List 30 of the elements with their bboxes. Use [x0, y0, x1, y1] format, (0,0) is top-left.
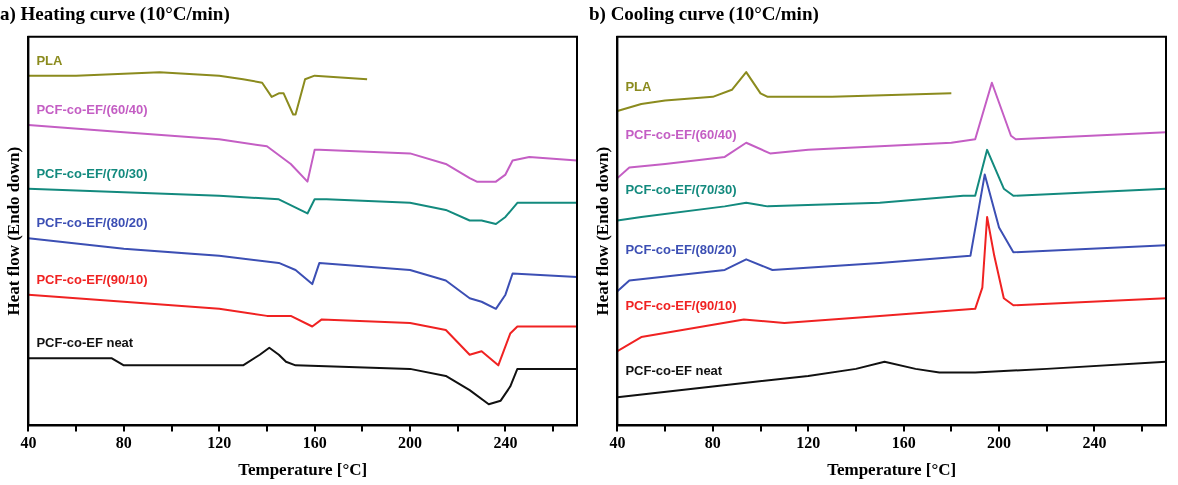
series-label: PCF-co-EF neat: [36, 335, 134, 351]
x-tick-label: 80: [704, 434, 721, 452]
series-label: PCF-co-EF/(80/20): [36, 215, 148, 231]
x-tick-label: 200: [398, 434, 423, 452]
x-tick-label: 40: [609, 434, 626, 452]
series-label: PCF-co-EF neat: [625, 362, 723, 378]
x-tick-label: 160: [891, 434, 916, 452]
x-axis-title: Temperature [°C]: [827, 460, 957, 480]
series-label: PCF-co-EF/(70/30): [36, 165, 148, 181]
x-tick-label: 160: [302, 434, 327, 452]
series-label: PCF-co-EF/(70/30): [625, 181, 737, 197]
series-label: PLA: [36, 52, 64, 68]
x-axis-title: Temperature [°C]: [238, 460, 368, 480]
x-tick-label: 240: [493, 434, 518, 452]
series-label: PCF-co-EF/(60/40): [625, 126, 737, 142]
x-tick-label: 80: [115, 434, 132, 452]
series-label: PCF-co-EF/(80/20): [625, 241, 737, 257]
chart-title: a) Heating curve (10°C/min): [0, 3, 230, 26]
x-tick-label: 120: [796, 434, 821, 452]
y-axis-title: Heat flow (Endo down): [3, 146, 23, 316]
series-label: PCF-co-EF/(60/40): [36, 102, 148, 118]
x-tick-label: 120: [207, 434, 232, 452]
series-label: PCF-co-EF/(90/10): [625, 297, 737, 313]
series-label: PLA: [625, 79, 653, 95]
x-tick-label: 40: [20, 434, 37, 452]
x-tick-label: 240: [1082, 434, 1107, 452]
series-label: PCF-co-EF/(90/10): [36, 271, 148, 287]
x-tick-label: 200: [987, 434, 1012, 452]
chart-title: b) Cooling curve (10°C/min): [589, 3, 819, 26]
y-axis-title: Heat flow (Endo down): [592, 146, 612, 316]
